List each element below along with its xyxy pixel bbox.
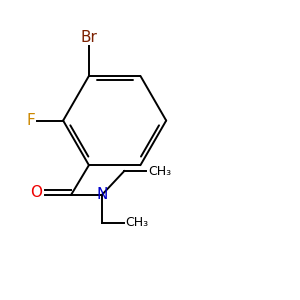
Text: N: N — [97, 187, 108, 202]
Text: CH₃: CH₃ — [148, 165, 171, 178]
Text: O: O — [30, 185, 42, 200]
Text: CH₃: CH₃ — [126, 216, 149, 229]
Text: F: F — [26, 113, 35, 128]
Text: Br: Br — [80, 30, 97, 45]
